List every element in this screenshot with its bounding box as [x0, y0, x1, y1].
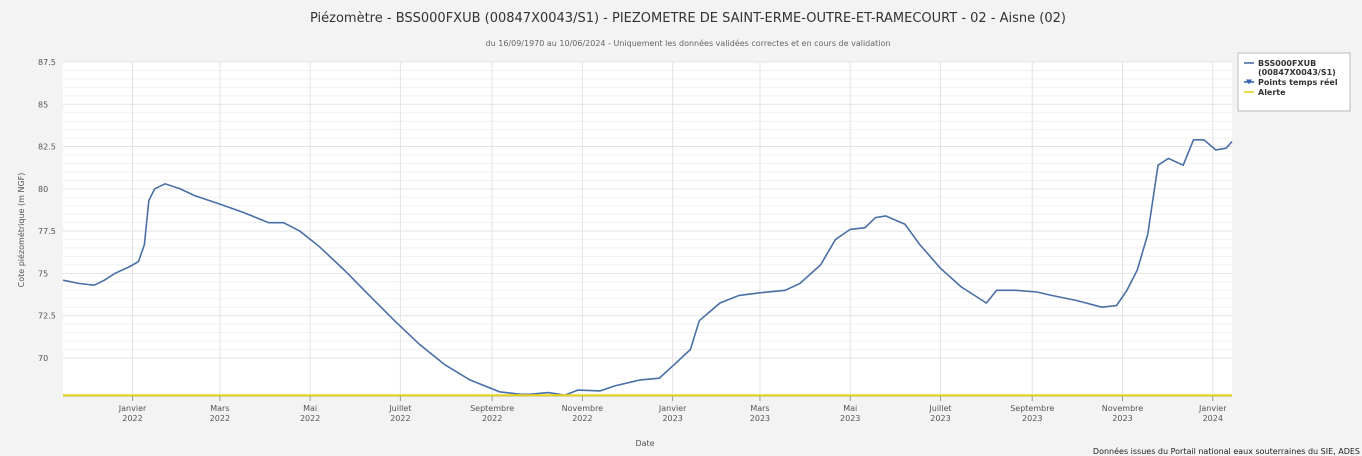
- y-tick-label: 72.5: [38, 312, 56, 321]
- legend-box: [1237, 52, 1351, 112]
- y-tick-label: 82.5: [38, 143, 56, 152]
- x-tick-label: Mai 2023: [840, 404, 860, 423]
- x-tick-label: Mars 2022: [210, 404, 230, 423]
- x-tick-label: Novembre 2023: [1102, 404, 1144, 423]
- legend-label: BSS000FXUB (00847X0043/S1): [1258, 59, 1336, 77]
- x-tick-label: Janvier 2024: [1198, 404, 1227, 423]
- x-axis-label: Date: [635, 439, 654, 448]
- x-tick-label: Mars 2023: [750, 404, 770, 423]
- y-tick-label: 70: [38, 354, 48, 363]
- x-tick-label: Juillet 2022: [388, 404, 411, 423]
- y-tick-label: 77.5: [38, 227, 56, 236]
- legend-label: Points temps réel: [1258, 77, 1338, 87]
- x-tick-label: Juillet 2023: [928, 404, 951, 423]
- plot-area: [63, 62, 1232, 396]
- x-tick-label: Janvier 2023: [658, 404, 687, 423]
- y-tick-label: 80: [38, 185, 48, 194]
- x-tick-label: Septembre 2022: [470, 404, 514, 423]
- legend-marker: [1246, 79, 1252, 85]
- legend-label: Alerte: [1258, 88, 1286, 97]
- chart-title: Piézomètre - BSS000FXUB (00847X0043/S1) …: [310, 11, 1066, 26]
- y-tick-label: 85: [38, 100, 48, 109]
- chart-subtitle: du 16/09/1970 au 10/06/2024 - Uniquement…: [486, 38, 891, 48]
- data-line: [62, 139, 1233, 397]
- y-tick-label: 75: [38, 269, 48, 278]
- y-axis-label: Cote piézométrique (m NGF): [16, 173, 26, 288]
- x-tick-label: Mai 2022: [300, 404, 320, 423]
- x-tick-label: Novembre 2022: [562, 404, 604, 423]
- grid: [63, 61, 1232, 396]
- y-tick-label: 87.5: [38, 58, 56, 67]
- x-tick-label: Janvier 2022: [118, 404, 147, 423]
- x-tick-label: Septembre 2023: [1010, 404, 1054, 423]
- source-note: Données issues du Portail national eaux …: [1093, 446, 1360, 456]
